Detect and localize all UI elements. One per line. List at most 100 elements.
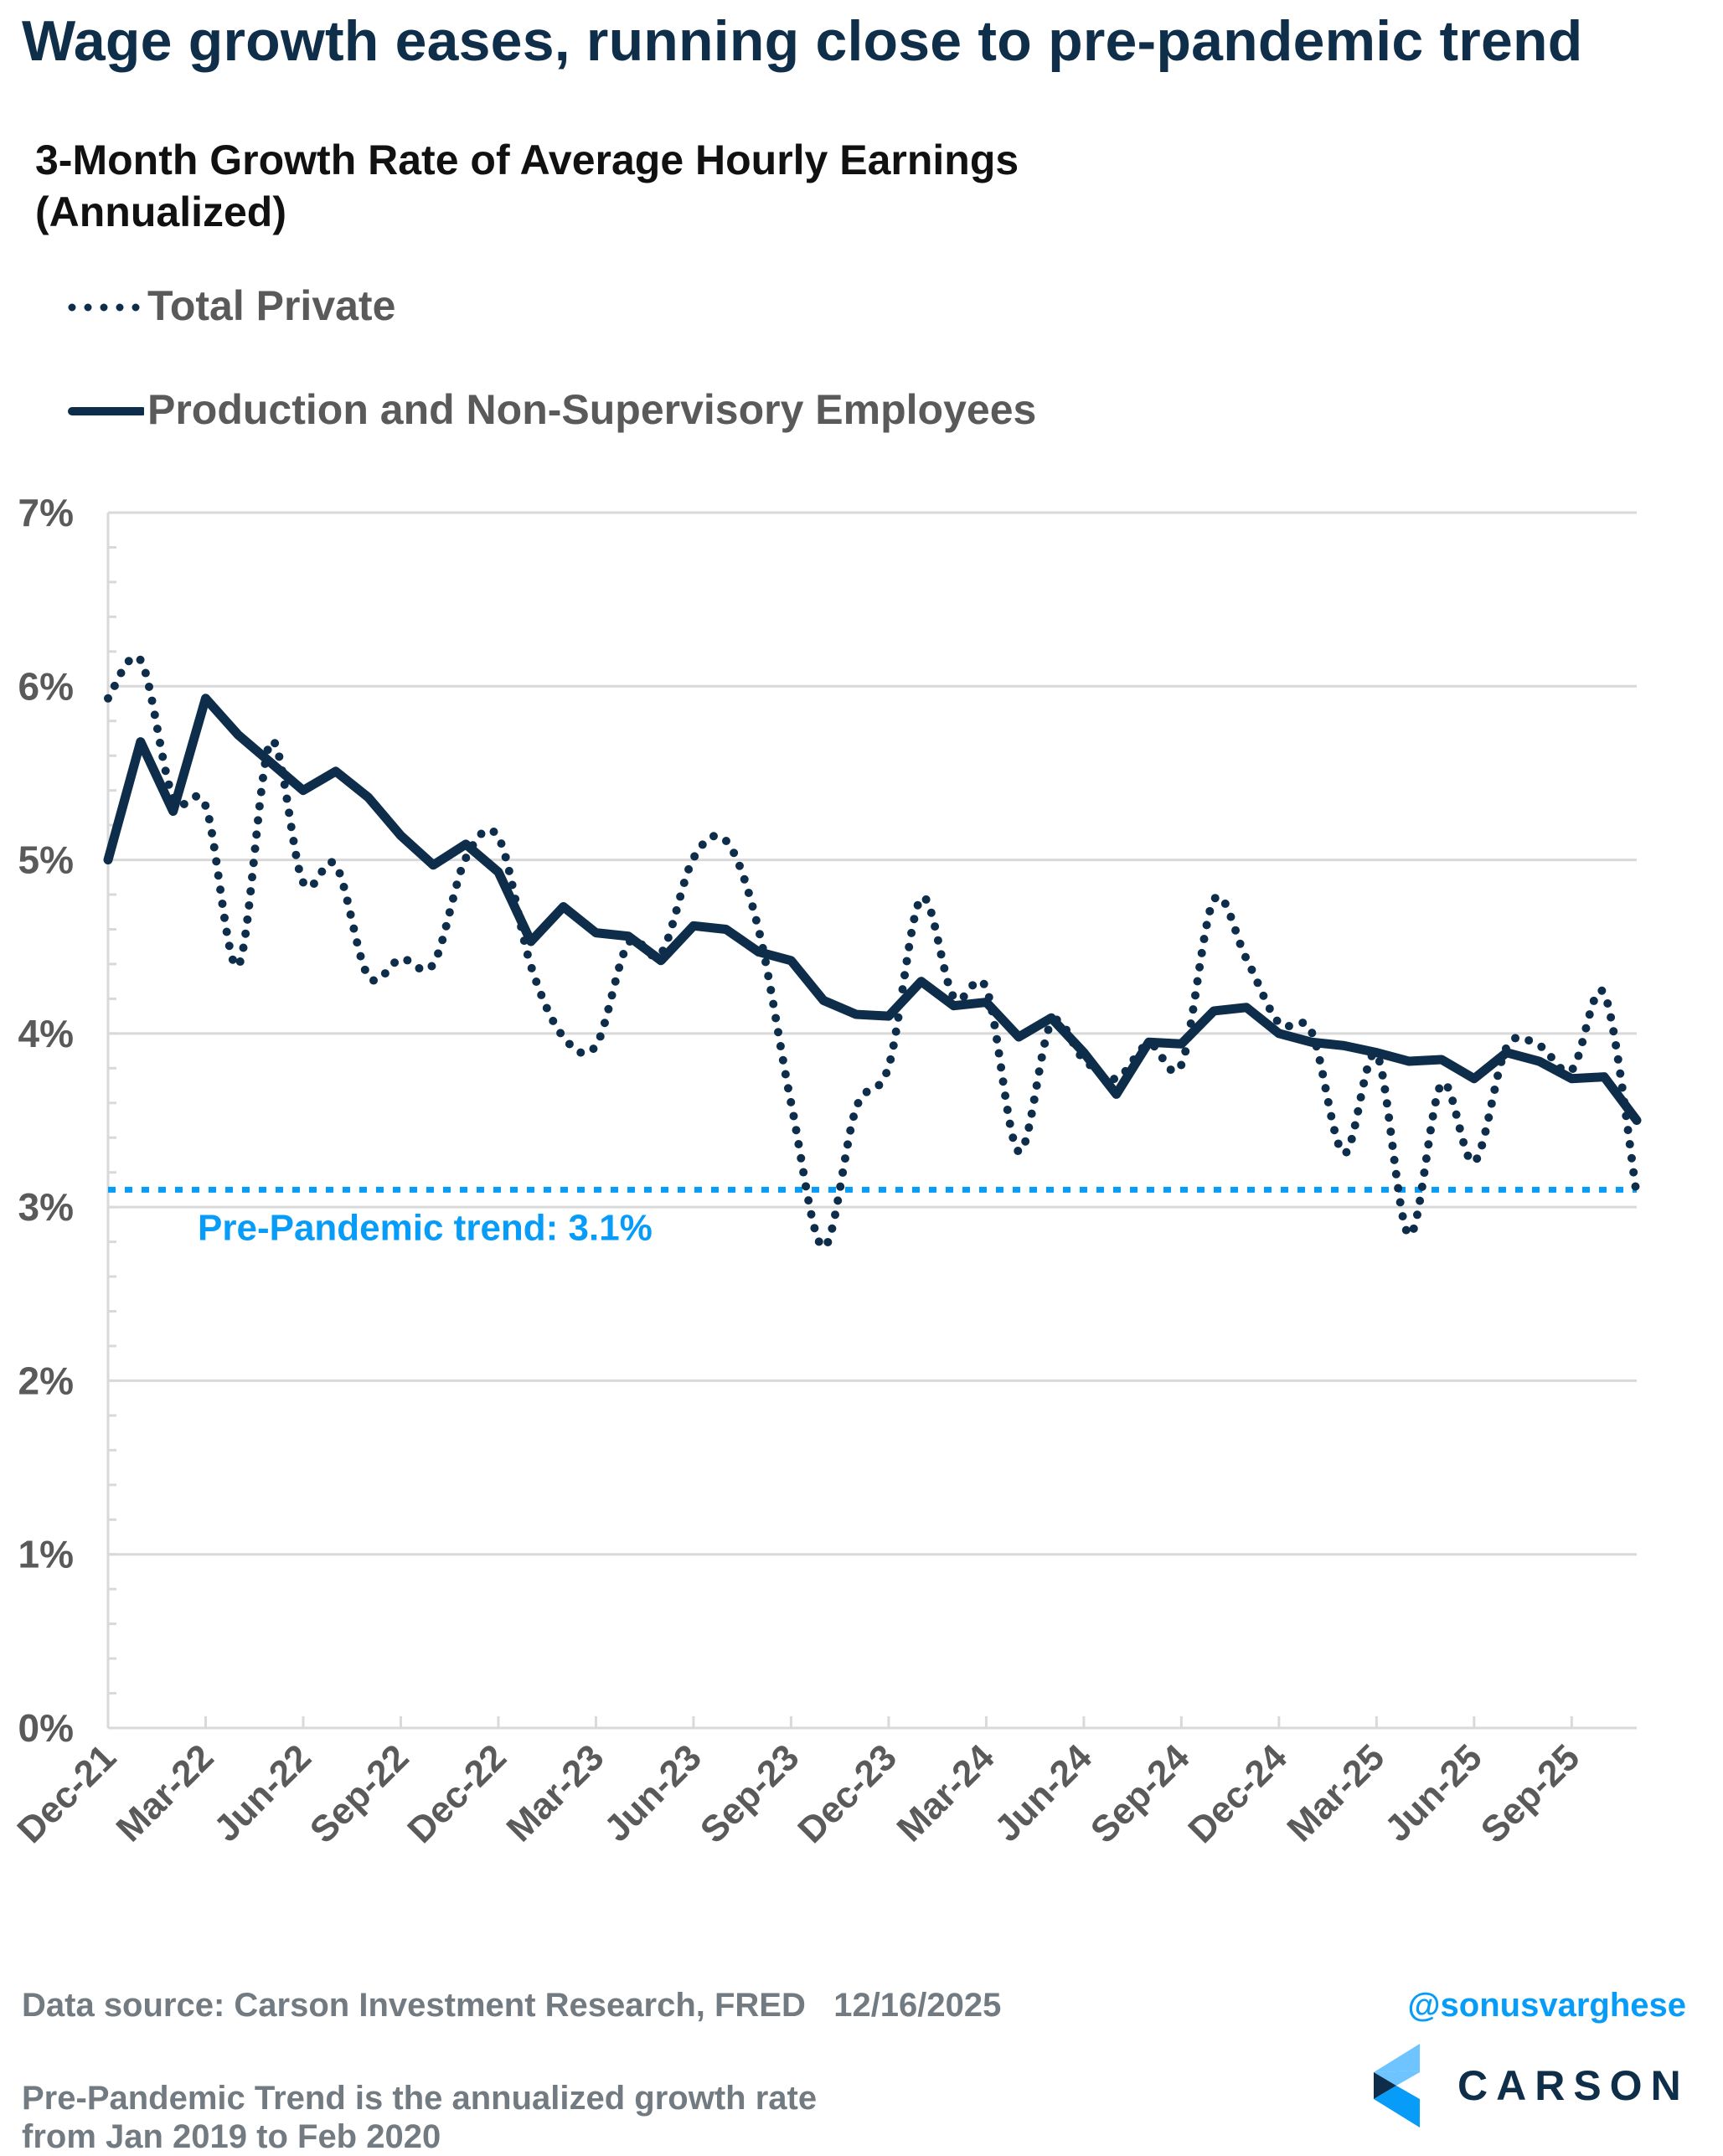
legend-item-production: Production and Non-Supervisory Employees: [67, 385, 1036, 434]
x-tick-label: Dec-22: [400, 1736, 514, 1851]
data-point-total-private: [658, 951, 664, 957]
data-point-total-private: [560, 1034, 567, 1040]
data-point-total-private: [1536, 1042, 1543, 1049]
chart-title: Wage growth eases, running close to pre-…: [22, 9, 1583, 73]
data-points: [105, 657, 1640, 1251]
data-source-note: Data source: Carson Investment Research,…: [22, 1987, 1002, 2024]
data-point-production: [1406, 1058, 1412, 1065]
data-point-total-private: [787, 1100, 794, 1106]
series-line-production-nonsupervisory: [103, 694, 1642, 1125]
data-point-production: [1341, 1042, 1348, 1049]
data-point-total-private: [1210, 896, 1217, 903]
data-point-total-private: [1633, 1192, 1640, 1199]
x-tick-label: Mar-24: [890, 1736, 1003, 1849]
data-point-production: [202, 695, 209, 702]
data-point-production: [1048, 1014, 1055, 1021]
data-point-production: [267, 759, 274, 766]
data-point-production: [983, 999, 989, 1006]
data-point-total-private: [202, 802, 209, 809]
x-axis-labels: Dec-21Mar-22Jun-22Sep-22Dec-22Mar-23Jun-…: [9, 1736, 1587, 1851]
data-point-production: [1146, 1039, 1153, 1045]
data-point-production: [528, 938, 534, 945]
carson-logo: CARSON: [1374, 2044, 1689, 2128]
data-point-production: [918, 978, 925, 985]
legend-solid-line-icon: [68, 407, 144, 415]
data-point-total-private: [1015, 1148, 1022, 1155]
data-point-total-private: [137, 657, 144, 663]
legend-dotted-line-icon: [68, 303, 144, 312]
x-tick-label: Jun-24: [987, 1736, 1100, 1849]
legend-label: Production and Non-Supervisory Employees: [147, 386, 1037, 433]
data-point-total-private: [885, 1063, 892, 1070]
x-tick-label: Jun-25: [1377, 1736, 1490, 1849]
data-point-production: [1504, 1050, 1510, 1056]
data-point-production: [495, 869, 502, 875]
trend-label: Pre-Pandemic trend: 3.1%: [198, 1207, 653, 1248]
data-point-total-private: [300, 879, 307, 886]
data-point-total-private: [267, 739, 274, 745]
x-tick-label: Dec-24: [1180, 1736, 1295, 1851]
x-tick-label: Sep-23: [693, 1736, 807, 1851]
subtitle-line-1: 3-Month Growth Rate of Average Hourly Ea…: [35, 137, 1019, 183]
data-point-production: [951, 1003, 957, 1009]
data-point-total-private: [105, 695, 111, 702]
x-tick-label: Mar-25: [1279, 1736, 1392, 1849]
x-tick-label: Jun-23: [596, 1736, 709, 1849]
gridlines: [106, 511, 1637, 1730]
data-point-production: [1210, 1008, 1217, 1014]
data-point-production: [365, 794, 372, 801]
data-point-production: [1373, 1050, 1380, 1056]
trend-footnote: Pre-Pandemic Trend is the annualized gro…: [22, 2079, 817, 2156]
y-tick-label: 4%: [18, 1012, 74, 1055]
carson-logo-text: CARSON: [1457, 2062, 1689, 2109]
data-point-production: [1308, 1039, 1315, 1045]
data-point-total-private: [365, 972, 372, 979]
data-point-production: [1438, 1056, 1445, 1063]
footnote-line-2: from Jan 2019 to Feb 2020: [22, 2118, 441, 2155]
legend-item-total-private: Total Private: [67, 281, 395, 330]
data-point-production: [1633, 1117, 1640, 1124]
y-tick-label: 1%: [18, 1533, 74, 1576]
data-point-production: [430, 862, 436, 869]
data-point-production: [397, 833, 404, 839]
data-point-production: [723, 926, 730, 932]
data-point-total-private: [1081, 1056, 1087, 1063]
data-point-production: [1568, 1075, 1575, 1082]
data-point-production: [1178, 1040, 1184, 1047]
data-point-total-private: [1601, 990, 1607, 997]
x-tick-label: Sep-24: [1083, 1736, 1198, 1851]
data-point-production: [137, 739, 144, 745]
y-tick-label: 2%: [18, 1359, 74, 1402]
data-point-total-private: [333, 862, 339, 869]
series-line-total-private: [104, 652, 1641, 1251]
x-tick-label: Sep-25: [1473, 1736, 1588, 1851]
data-point-production: [235, 731, 241, 738]
data-point-production: [170, 808, 177, 815]
data-point-total-private: [723, 838, 730, 844]
data-point-production: [462, 841, 469, 848]
data-point-total-private: [462, 854, 469, 861]
data-point-production: [300, 787, 307, 794]
data-point-total-private: [690, 854, 697, 861]
x-tick-label: Sep-22: [302, 1736, 417, 1851]
data-point-total-private: [495, 834, 502, 841]
x-tick-label: Mar-22: [109, 1736, 222, 1849]
data-point-production: [1536, 1058, 1543, 1065]
data-point-total-private: [853, 1105, 859, 1112]
twitter-handle[interactable]: @sonusvarghese: [1407, 1987, 1686, 2024]
data-point-total-private: [756, 926, 762, 932]
data-point-total-private: [1406, 1231, 1412, 1238]
data-point-production: [820, 997, 827, 1003]
data-point-production: [690, 922, 697, 929]
footnote-line-1: Pre-Pandemic Trend is the annualized gro…: [22, 2080, 818, 2117]
data-point-total-private: [1178, 1061, 1184, 1068]
x-tick-label: Dec-21: [9, 1736, 124, 1851]
data-point-total-private: [951, 993, 957, 1000]
data-point-production: [756, 948, 762, 955]
x-tick-marks: [106, 1716, 1573, 1728]
data-point-total-private: [1243, 956, 1250, 962]
data-point-production: [885, 1013, 892, 1019]
data-point-total-private: [820, 1244, 827, 1251]
data-point-production: [1015, 1034, 1022, 1040]
